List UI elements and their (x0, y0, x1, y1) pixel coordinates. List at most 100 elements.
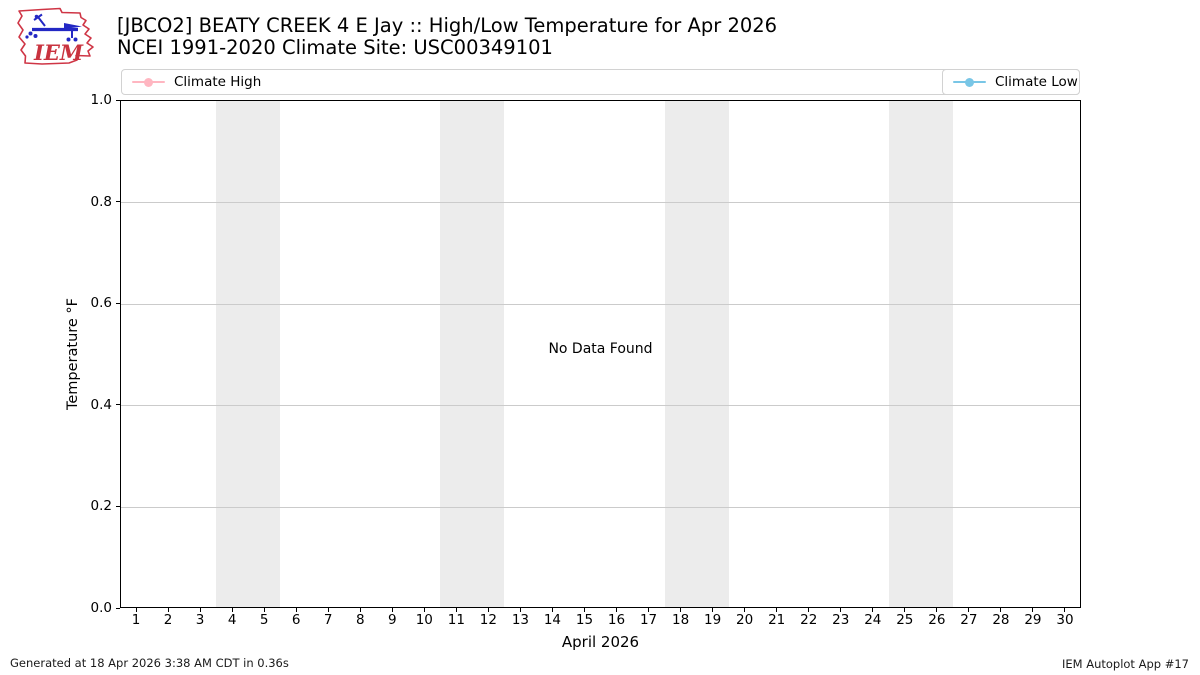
x-tick-mark (712, 608, 714, 612)
y-tick-label: 1.0 (90, 92, 112, 108)
x-tick-label: 17 (639, 612, 658, 628)
x-tick-mark (1000, 608, 1002, 612)
x-tick-label: 13 (511, 612, 529, 628)
y-tick-mark (116, 201, 120, 203)
app-credit-text: IEM Autoplot App #17 (1061, 657, 1189, 671)
x-tick-label: 26 (928, 612, 946, 628)
x-tick-mark (391, 608, 393, 612)
x-tick-label: 24 (864, 612, 882, 628)
y-tick-label: 0.4 (90, 396, 112, 413)
x-tick-mark (551, 608, 553, 612)
chart-subtitle: NCEI 1991-2020 Climate Site: USC00349101 (117, 36, 553, 59)
y-tick-label: 0.2 (90, 498, 112, 515)
x-tick-mark (936, 608, 938, 612)
x-tick-label: 29 (1024, 612, 1042, 628)
iem-logo: IEM (17, 7, 94, 65)
x-tick-mark (840, 608, 842, 612)
x-tick-label: 23 (832, 612, 850, 628)
iowa-outline-icon (17, 7, 94, 65)
x-tick-mark (616, 608, 618, 612)
y-tick-label: 0.0 (90, 600, 112, 616)
no-data-annotation: No Data Found (548, 341, 653, 357)
x-tick-label: 12 (479, 612, 497, 628)
climate-high-dot (144, 77, 153, 87)
weekend-band (888, 101, 953, 607)
x-tick-mark (1064, 608, 1066, 612)
y-tick-mark (116, 607, 120, 609)
x-tick-mark (904, 608, 906, 612)
x-tick-label: 16 (607, 612, 626, 628)
x-tick-mark (455, 608, 457, 612)
x-tick-mark (263, 608, 265, 612)
legend-label-climate-high: Climate High (174, 74, 262, 90)
iem-logo-text: IEM (33, 40, 84, 65)
x-tick-mark (808, 608, 810, 612)
x-tick-label: 6 (291, 612, 301, 628)
x-tick-mark (680, 608, 682, 612)
x-tick-label: 3 (195, 612, 205, 628)
x-tick-label: 25 (896, 612, 914, 628)
x-tick-label: 30 (1056, 612, 1074, 628)
x-tick-label: 22 (800, 612, 818, 628)
x-tick-mark (1032, 608, 1034, 612)
weekend-band (664, 101, 729, 607)
x-tick-label: 27 (960, 612, 978, 628)
weekend-band (216, 101, 281, 607)
y-tick-label: 0.6 (90, 295, 112, 312)
x-tick-mark (135, 608, 137, 612)
x-tick-label: 11 (447, 612, 465, 628)
x-tick-label: 15 (575, 612, 594, 628)
x-tick-mark (295, 608, 297, 612)
x-tick-mark (199, 608, 201, 612)
legend-climate-low: Climate Low (942, 69, 1080, 95)
x-tick-label: 4 (227, 612, 237, 628)
climate-low-dot (965, 77, 974, 87)
x-tick-mark (359, 608, 361, 612)
x-tick-label: 9 (387, 612, 397, 628)
x-tick-mark (968, 608, 970, 612)
x-tick-label: 19 (704, 612, 722, 628)
x-tick-label: 2 (163, 612, 173, 628)
x-tick-label: 14 (543, 612, 562, 628)
legend-climate-high: Climate High (121, 69, 1080, 95)
legend-label-climate-low: Climate Low (995, 74, 1078, 90)
x-tick-label: 8 (355, 612, 365, 628)
generated-at-text: Generated at 18 Apr 2026 3:38 AM CDT in … (10, 656, 289, 670)
y-tick-label: 0.8 (90, 193, 112, 210)
x-tick-mark (583, 608, 585, 612)
title-block: [JBCO2] BEATY CREEK 4 E Jay :: High/Low … (117, 15, 777, 59)
x-tick-mark (167, 608, 169, 612)
x-tick-label: 1 (131, 612, 141, 628)
y-grid-line (121, 303, 1080, 305)
y-grid-line (121, 506, 1080, 508)
x-tick-mark (648, 608, 650, 612)
y-tick-mark (116, 505, 120, 507)
x-tick-label: 10 (415, 612, 433, 628)
x-tick-mark (423, 608, 425, 612)
x-tick-mark (519, 608, 521, 612)
x-tick-mark (231, 608, 233, 612)
weather-vane-icon (25, 13, 82, 42)
y-grid-line (121, 405, 1080, 407)
x-tick-label: 20 (736, 612, 754, 628)
climate-low-marker-icon (953, 77, 986, 88)
x-tick-label: 7 (323, 612, 333, 628)
x-tick-mark (327, 608, 329, 612)
y-tick-mark (116, 302, 120, 304)
y-tick-mark (116, 99, 120, 101)
x-tick-label: 21 (768, 612, 786, 628)
x-tick-label: 28 (992, 612, 1010, 628)
x-tick-label: 18 (671, 612, 690, 628)
y-tick-mark (116, 404, 120, 406)
x-tick-mark (776, 608, 778, 612)
weekend-band (440, 101, 505, 607)
x-tick-mark (872, 608, 874, 612)
climate-high-marker-icon (132, 77, 165, 88)
chart-title: [JBCO2] BEATY CREEK 4 E Jay :: High/Low … (117, 14, 778, 37)
x-tick-mark (487, 608, 489, 612)
y-grid-line (121, 202, 1080, 204)
x-tick-label: 5 (259, 612, 269, 628)
x-tick-mark (744, 608, 746, 612)
plot-area: No Data Found (120, 100, 1081, 608)
